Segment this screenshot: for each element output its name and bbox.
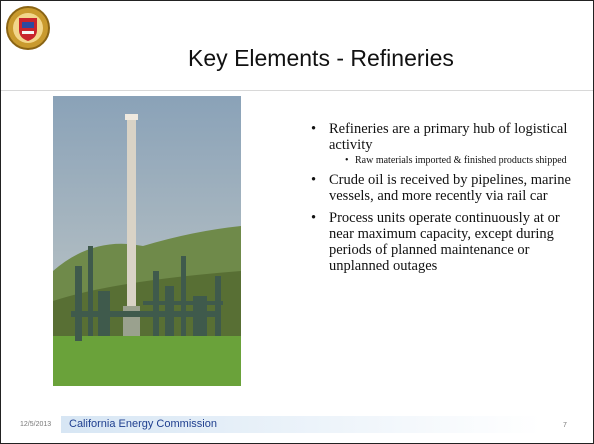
seal-logo (5, 5, 51, 51)
footer-date: 12/5/2013 (20, 421, 51, 428)
bullet-list: Refineries are a primary hub of logistic… (309, 121, 574, 280)
slide-title: Key Elements - Refineries (91, 45, 551, 72)
bullet-text: Crude oil is received by pipelines, mari… (329, 172, 571, 204)
footer-organization: California Energy Commission (69, 418, 217, 430)
sub-bullet: Raw materials imported & finished produc… (329, 155, 574, 166)
sub-bullet-list: Raw materials imported & finished produc… (329, 155, 574, 166)
bullet: Crude oil is received by pipelines, mari… (309, 172, 574, 204)
bullet-text: Refineries are a primary hub of logistic… (329, 121, 567, 153)
bullet: Refineries are a primary hub of logistic… (309, 121, 574, 166)
bullet-text: Process units operate continuously at or… (329, 210, 560, 274)
divider (1, 90, 593, 91)
refinery-photo (53, 96, 241, 386)
footer-bar: California Energy Commission (61, 416, 541, 433)
bullet: Process units operate continuously at or… (309, 210, 574, 274)
page-number: 7 (563, 422, 567, 429)
slide: Key Elements - Refineries Refineries are… (0, 0, 594, 444)
